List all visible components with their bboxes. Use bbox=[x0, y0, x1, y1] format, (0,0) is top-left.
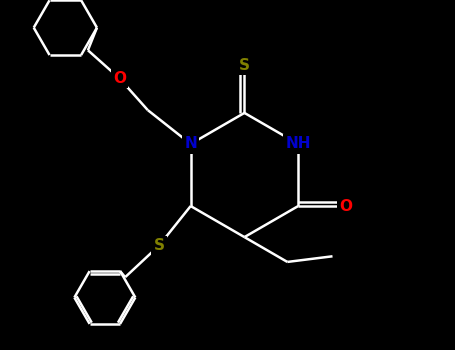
Text: NH: NH bbox=[285, 136, 311, 152]
Text: N: N bbox=[184, 136, 197, 152]
Text: O: O bbox=[113, 71, 126, 86]
Text: S: S bbox=[153, 238, 165, 253]
Text: O: O bbox=[339, 198, 352, 214]
Text: S: S bbox=[239, 58, 250, 73]
